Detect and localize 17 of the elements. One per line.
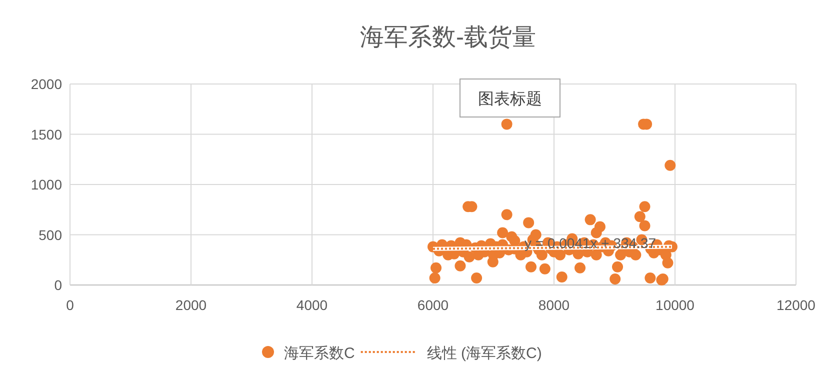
x-tick-label: 0 bbox=[66, 297, 74, 313]
x-tick-label: 8000 bbox=[538, 297, 570, 313]
legend-label: 线性 (海军系数C) bbox=[426, 345, 542, 362]
x-tick-label: 4000 bbox=[296, 297, 328, 313]
x-tick-label: 10000 bbox=[656, 297, 695, 313]
chart-title: 海军系数-载货量 bbox=[360, 24, 536, 51]
y-tick-label: 1000 bbox=[30, 176, 62, 192]
x-tick-label: 12000 bbox=[776, 297, 816, 313]
x-tick-label: 2000 bbox=[175, 297, 207, 313]
legend-label: 海军系数C bbox=[284, 345, 355, 362]
y-tick-label: 1500 bbox=[30, 126, 62, 142]
annotation: 图表标题 bbox=[460, 78, 560, 118]
annotation: 图表标题 bbox=[478, 90, 542, 108]
x-tick-label: 6000 bbox=[417, 297, 449, 313]
y-tick-label: 0 bbox=[54, 277, 62, 293]
y-tick-label: 2000 bbox=[30, 76, 62, 92]
y-tick-label: 500 bbox=[38, 226, 62, 243]
